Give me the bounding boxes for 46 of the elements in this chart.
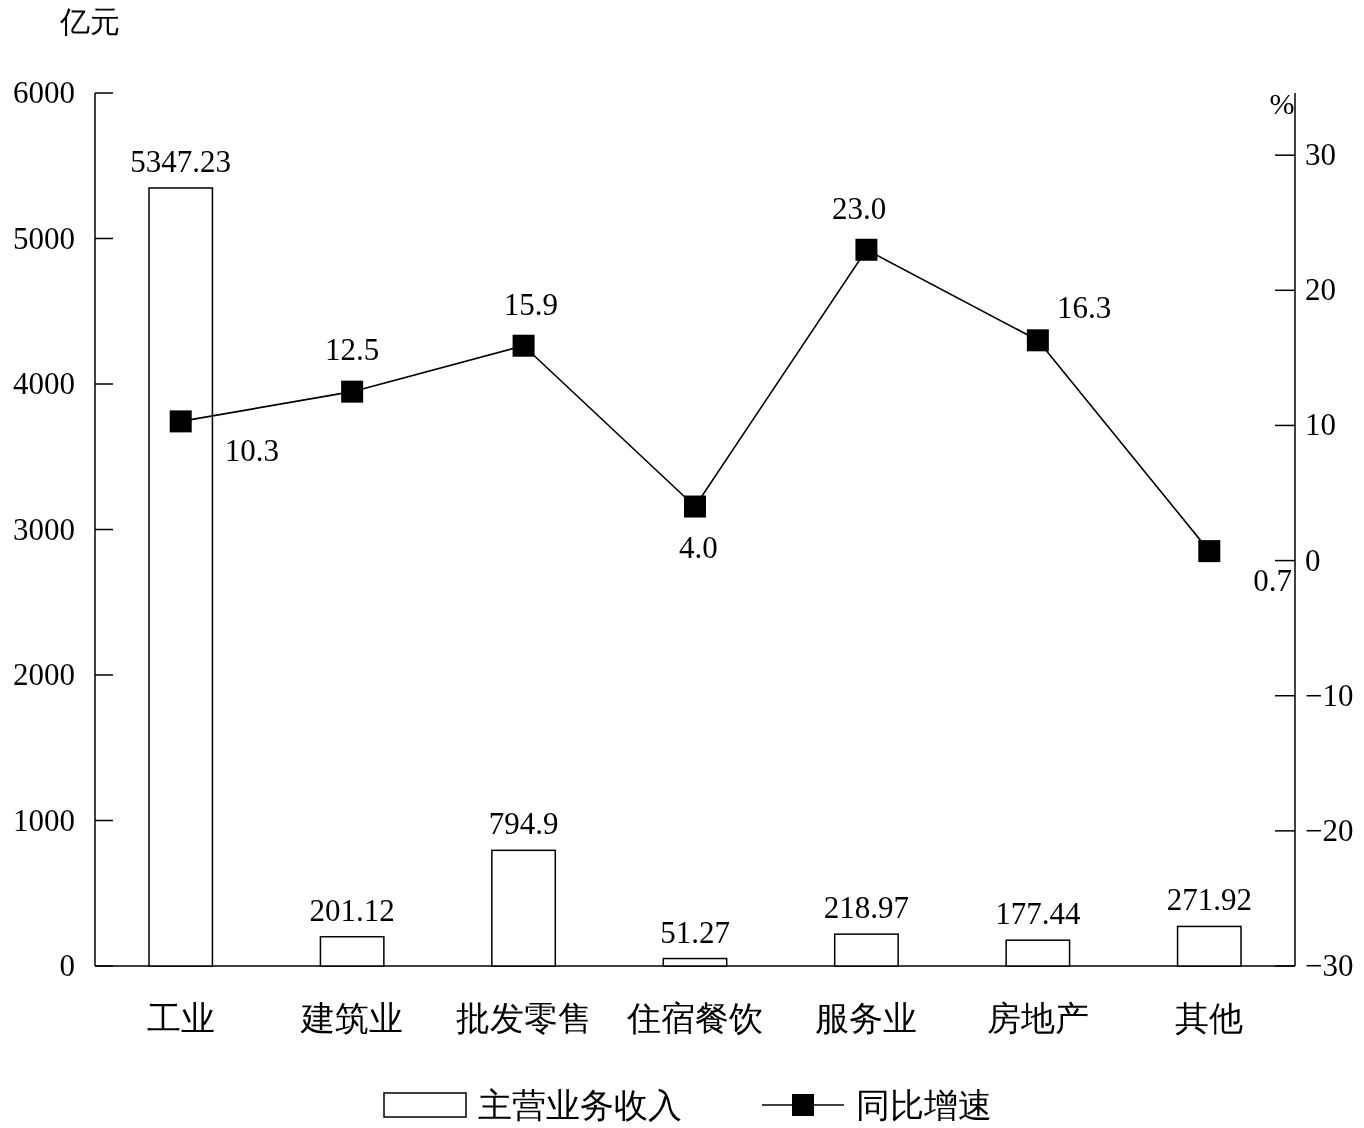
data-label: 12.5 (325, 331, 380, 367)
y-tick-label: 5000 (13, 220, 75, 256)
y-tick-label: 3000 (13, 511, 75, 547)
x-tick-label: 其他 (1175, 1000, 1244, 1037)
legend-label: 同比增速 (856, 1087, 992, 1124)
x-tick-label: 建筑业 (300, 1000, 404, 1037)
data-label: 51.27 (660, 914, 730, 950)
point (169, 410, 192, 433)
x-tick-label: 批发零售 (455, 1000, 592, 1037)
data-label: 177.44 (995, 896, 1081, 932)
data-label: 15.9 (503, 286, 558, 322)
data-label: 0.7 (1253, 562, 1293, 598)
data-label: 23.0 (831, 191, 887, 227)
point (341, 380, 364, 403)
data-label: 16.3 (1056, 289, 1112, 325)
y2-tick-label: 10 (1305, 407, 1336, 443)
point (855, 238, 878, 261)
y2-tick-label: −20 (1305, 812, 1354, 848)
y-axis-title: 亿元 (59, 5, 120, 38)
y2-tick-label: −30 (1305, 948, 1354, 983)
y2-axis-title: % (1269, 87, 1295, 120)
y2-tick-label: −10 (1305, 677, 1354, 713)
y-tick-label: 2000 (13, 657, 75, 692)
data-label: 271.92 (1166, 882, 1252, 918)
point (512, 334, 535, 357)
legend-label: 主营业务收入 (478, 1087, 682, 1124)
x-tick-label: 房地产 (986, 1000, 1089, 1037)
x-tick-label: 服务业 (815, 1000, 918, 1037)
y-tick-label: 1000 (13, 802, 75, 838)
y-tick-label: 6000 (13, 75, 75, 110)
point (1198, 540, 1221, 563)
data-label: 218.97 (823, 890, 910, 926)
y2-tick-label: 20 (1305, 272, 1336, 308)
y-tick-label: 4000 (13, 366, 75, 401)
data-label: 5347.23 (130, 143, 232, 179)
y2-tick-label: 30 (1305, 137, 1336, 173)
data-label: 4.0 (679, 530, 718, 566)
point (684, 495, 706, 518)
y2-tick-label: 0 (1305, 542, 1321, 578)
point (1026, 329, 1049, 352)
y-tick-label: 0 (59, 948, 75, 983)
x-tick-label: 工业 (146, 1000, 215, 1037)
data-label: 10.3 (224, 432, 279, 468)
x-tick-label: 住宿餐饮 (626, 1000, 763, 1037)
data-label: 794.9 (488, 806, 559, 842)
data-label: 201.12 (309, 892, 395, 928)
